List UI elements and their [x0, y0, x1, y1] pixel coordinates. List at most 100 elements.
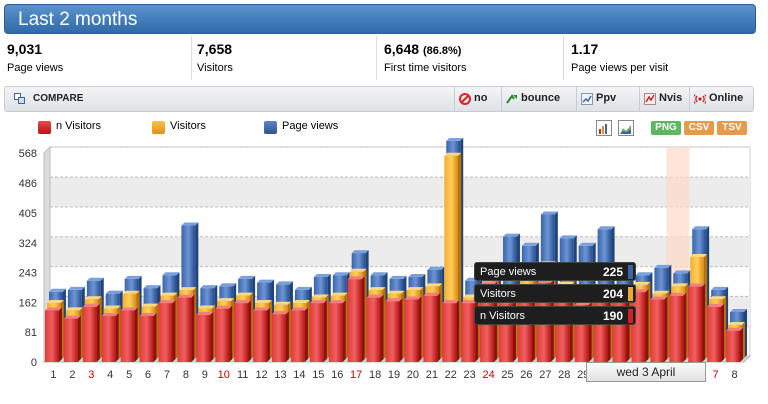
bar-new-visitors-top — [196, 311, 214, 315]
bar-new-visitors — [253, 310, 268, 362]
bar-new-visitors-top — [215, 305, 233, 309]
legend-swatch — [152, 121, 165, 134]
compare-bounce-label: bounce — [521, 92, 561, 104]
bar-new-visitors-side — [153, 313, 157, 362]
compare-nvis-button[interactable]: Nvis — [639, 87, 685, 111]
x-tick-label: 13 — [274, 369, 286, 381]
bar-page-views-top — [294, 286, 312, 290]
bar-new-visitors-side — [683, 292, 687, 362]
stat-visitors: 7,658 Visitors — [190, 36, 377, 80]
x-tick-label: 11 — [237, 369, 248, 381]
x-tick-label: 17 — [350, 369, 362, 381]
bar-page-views-top — [238, 275, 256, 279]
export-csv-button[interactable]: CSV — [684, 121, 714, 135]
bar-new-visitors-top — [385, 298, 403, 302]
legend-label: n Visitors — [56, 120, 102, 132]
stat-label: First time visitors — [384, 62, 467, 74]
bar-new-visitors — [461, 303, 476, 362]
x-tick-label: 7 — [164, 369, 170, 381]
bar-new-visitors-top — [328, 300, 346, 304]
bar-new-visitors — [726, 330, 740, 362]
x-tick-label: 15 — [312, 369, 324, 381]
bar-visitors-top — [557, 281, 575, 285]
bar-new-visitors — [120, 310, 135, 362]
y-tick-label: 324 — [19, 238, 37, 250]
bar-new-visitors-side — [134, 307, 138, 362]
bar-page-views-top — [730, 309, 747, 313]
bar-page-views-top — [578, 242, 596, 246]
bar-page-views-top — [521, 242, 539, 246]
bar-page-views-top — [200, 285, 218, 289]
bar-visitors-top — [330, 292, 348, 296]
tooltip-series-value: 204 — [602, 287, 623, 301]
x-tick-label: 16 — [331, 369, 343, 381]
stat-label: Visitors — [197, 62, 233, 74]
bar-new-visitors-top — [63, 315, 81, 319]
bar-new-visitors-top — [158, 300, 176, 304]
tooltip-color-mark — [628, 309, 633, 323]
bar-page-views-top — [503, 233, 520, 237]
x-tick-label: 9 — [202, 369, 208, 381]
bar-new-visitors-side — [210, 311, 214, 362]
bar-page-views-top — [540, 211, 558, 215]
bar-new-visitors-top — [45, 307, 62, 311]
bar-visitors-top — [690, 253, 708, 257]
bar-new-visitors-side — [664, 296, 668, 362]
bar-new-visitors-side — [115, 313, 119, 362]
bar-new-visitors-top — [309, 300, 327, 304]
bar-new-visitors-top — [177, 294, 195, 298]
tooltip-series-value: 225 — [602, 265, 623, 279]
bar-visitors-top — [292, 299, 310, 303]
x-tick-label: 23 — [464, 369, 476, 381]
legend-swatch — [264, 121, 277, 134]
bar-page-views-top — [635, 272, 653, 276]
area-chart-toggle-icon[interactable] — [618, 120, 634, 136]
bar-new-visitors-top — [650, 296, 668, 300]
bar-new-visitors-top — [234, 300, 252, 304]
export-png-button[interactable]: PNG — [651, 121, 681, 135]
stat-label: Page views per visit — [571, 62, 669, 74]
chart-tooltip: Page views 225 Visitors 204 n Visitors 1… — [474, 262, 636, 326]
bar-page-views-top — [219, 283, 237, 287]
bar-new-visitors-side — [285, 311, 289, 362]
bar-chart-toggle-icon[interactable] — [596, 120, 612, 136]
x-tick-label: 4 — [107, 369, 113, 381]
x-tick-label: 24 — [482, 369, 494, 381]
bar-new-visitors — [82, 306, 97, 362]
legend-label: Visitors — [170, 120, 206, 132]
tooltip-series-name: Visitors — [480, 288, 516, 300]
header-bar: Last 2 months — [4, 4, 756, 34]
bar-new-visitors-top — [272, 311, 289, 315]
export-tsv-button[interactable]: TSV — [717, 121, 747, 135]
tooltip-series-name: n Visitors — [480, 310, 526, 322]
bar-new-visitors-top — [253, 307, 271, 311]
bar-new-visitors — [139, 316, 154, 362]
bar-new-visitors — [423, 295, 438, 362]
bar-visitors-top — [217, 298, 235, 302]
x-tick-label: 25 — [501, 369, 513, 381]
bar-new-visitors-side — [58, 307, 62, 362]
bar-visitors-top — [311, 294, 329, 298]
compare-ppv-button[interactable]: Ppv — [576, 87, 634, 111]
compare-label: COMPARE — [33, 93, 84, 104]
bar-visitors-top — [198, 305, 216, 309]
bar-new-visitors-top — [480, 281, 498, 285]
x-tick-label: 1 — [50, 369, 56, 381]
x-tick-label: 7 — [713, 369, 719, 381]
bar-page-views-top — [181, 222, 199, 226]
bar-page-views-top — [351, 250, 369, 254]
x-tick-label: 28 — [558, 369, 570, 381]
compare-bounce-button[interactable]: bounce — [501, 87, 571, 111]
bar-new-visitors-side — [418, 296, 422, 362]
compare-online-button[interactable]: Online — [689, 87, 753, 111]
bar-new-visitors-top — [82, 303, 100, 307]
bar-visitors-top — [406, 287, 424, 291]
compare-no-button[interactable]: no — [454, 87, 496, 111]
stat-page-views-per-visit: 1.17 Page views per visit — [564, 36, 768, 80]
bar-visitors-top — [65, 307, 83, 311]
bar-new-visitors — [688, 286, 703, 362]
bar-new-visitors — [404, 299, 419, 362]
stat-value: 1.17 — [571, 41, 599, 57]
stats-row: 9,031 Page views 7,658 Visitors 6,648 (8… — [0, 36, 768, 80]
